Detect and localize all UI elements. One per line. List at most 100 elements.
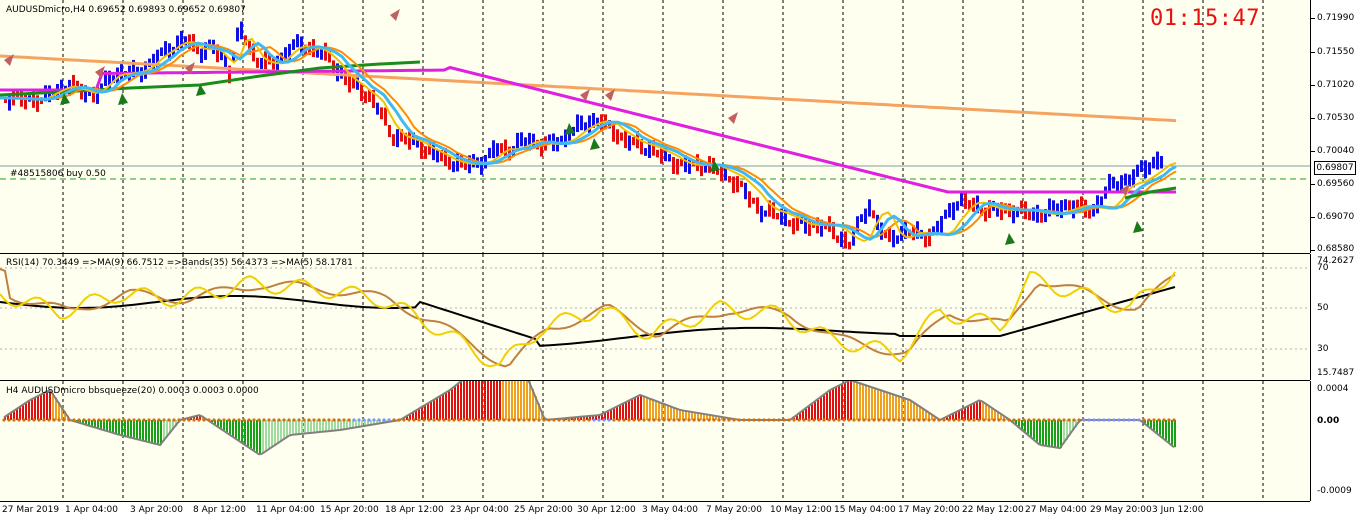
buy-arrow: [118, 93, 128, 105]
candle: [684, 155, 687, 173]
price-axis[interactable]: 0.71990 0.71550 0.71020 0.70530 0.70040 …: [1310, 0, 1358, 254]
squeeze-bar: [652, 399, 654, 420]
bbsqueeze-pane[interactable]: H4 AUDUSDmicro bbsqueeze(20) 0.0003 0.00…: [0, 381, 1310, 501]
candle: [1044, 208, 1047, 223]
candle: [480, 156, 483, 175]
squeeze-bar: [253, 420, 255, 451]
squeeze-bar: [28, 401, 30, 420]
squeeze-dot: [242, 418, 246, 422]
squeeze-dot: [1157, 418, 1161, 422]
candle: [932, 226, 935, 236]
squeeze-bar: [436, 398, 438, 420]
squeeze-bar: [1000, 413, 1002, 420]
squeeze-bar: [223, 420, 225, 431]
squeeze-bar: [235, 420, 237, 439]
squeeze-dot: [597, 418, 601, 422]
squeeze-dot: [72, 418, 76, 422]
squeeze-bar: [142, 420, 144, 441]
candle: [832, 222, 835, 240]
squeeze-bar: [262, 420, 264, 454]
squeeze-bar: [313, 420, 315, 433]
squeeze-bar: [1153, 420, 1155, 431]
squeeze-dot: [22, 418, 26, 422]
squeeze-dot: [1147, 418, 1151, 422]
squeeze-dot: [1127, 418, 1131, 422]
squeeze-bar: [811, 404, 813, 420]
candle: [104, 70, 107, 86]
squeeze-bar: [976, 402, 978, 420]
candle: [640, 139, 643, 155]
bbsqueeze-axis[interactable]: 0.0004 0.00 -0.0009: [1310, 381, 1358, 501]
squeeze-bar: [865, 385, 867, 420]
squeeze-bar: [514, 381, 516, 420]
squeeze-dot: [692, 418, 696, 422]
squeeze-bar: [232, 420, 234, 437]
squeeze-dot: [872, 418, 876, 422]
squeeze-bar: [109, 420, 111, 432]
squeeze-bar: [319, 420, 321, 433]
candle: [616, 129, 619, 145]
squeeze-bar: [868, 386, 870, 420]
candle: [168, 43, 171, 61]
squeeze-dot: [637, 418, 641, 422]
squeeze-dot: [162, 418, 166, 422]
squeeze-bar: [895, 395, 897, 420]
squeeze-bar: [592, 415, 594, 420]
squeeze-bar: [352, 420, 354, 428]
squeeze-dot: [342, 418, 346, 422]
squeeze-bar: [859, 383, 861, 420]
candle: [516, 132, 519, 151]
price-chart-pane[interactable]: AUDUSDmicro,H4 0.69652 0.69893 0.69652 0…: [0, 0, 1310, 254]
squeeze-dot: [167, 418, 171, 422]
squeeze-bar: [670, 406, 672, 420]
squeeze-dot: [192, 418, 196, 422]
candle: [504, 139, 507, 158]
candle: [416, 136, 419, 148]
squeeze-dot: [142, 418, 146, 422]
squeeze-bar: [658, 401, 660, 420]
squeeze-bar: [382, 420, 384, 423]
candle: [1096, 195, 1099, 214]
squeeze-dot: [402, 418, 406, 422]
squeeze-dot: [592, 418, 596, 422]
squeeze-bar: [13, 411, 15, 420]
candle: [156, 49, 159, 68]
candle: [1156, 151, 1159, 170]
squeeze-bar: [574, 417, 576, 420]
squeeze-bar: [676, 408, 678, 420]
squeeze-dot: [712, 418, 716, 422]
squeeze-dot: [32, 418, 36, 422]
sq-tick: 0.00: [1317, 416, 1340, 426]
rsi-pane[interactable]: RSI(14) 70.3449 =>MA(9) 66.7512 =>Bands(…: [0, 254, 1310, 381]
squeeze-bar: [1054, 420, 1056, 448]
candle: [352, 76, 355, 89]
rsi-axis[interactable]: 74.2627 70 50 30 15.7487: [1310, 254, 1358, 380]
squeeze-dot: [907, 418, 911, 422]
candle: [680, 158, 683, 167]
candle: [632, 137, 635, 146]
candle: [1108, 173, 1111, 192]
squeeze-bar: [496, 381, 498, 420]
candle: [964, 191, 967, 209]
squeeze-bar: [523, 381, 525, 420]
squeeze-dot: [1087, 418, 1091, 422]
time-axis[interactable]: 27 Mar 2019 1 Apr 04:00 3 Apr 20:00 8 Apr 1…: [0, 501, 1310, 521]
price-tick: 0.69560: [1317, 179, 1355, 189]
squeeze-bar: [406, 416, 408, 420]
candle: [1064, 199, 1067, 211]
squeeze-dot: [1137, 418, 1141, 422]
squeeze-bar: [982, 401, 984, 420]
candle: [776, 213, 779, 220]
squeeze-bar: [298, 420, 300, 435]
squeeze-bar: [91, 420, 93, 427]
order-label[interactable]: #48515806 buy 0.50: [10, 169, 106, 179]
squeeze-bar: [598, 415, 600, 420]
squeeze-dot: [427, 418, 431, 422]
candle: [868, 199, 871, 217]
squeeze-bar: [487, 381, 489, 420]
squeeze-dot: [117, 418, 121, 422]
squeeze-bar: [1015, 420, 1017, 425]
candle: [1128, 174, 1131, 187]
squeeze-bar: [916, 404, 918, 420]
squeeze-bar: [346, 420, 348, 429]
